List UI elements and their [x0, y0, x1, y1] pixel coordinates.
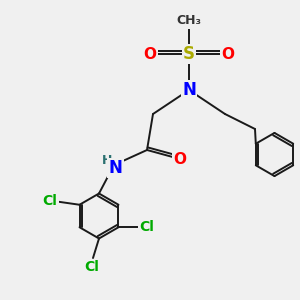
Text: S: S	[183, 45, 195, 63]
Text: Cl: Cl	[84, 260, 99, 274]
Text: Cl: Cl	[43, 194, 58, 208]
Text: Cl: Cl	[139, 220, 154, 234]
Text: N: N	[182, 81, 196, 99]
Text: O: O	[221, 46, 235, 62]
Text: O: O	[173, 152, 187, 166]
Text: N: N	[109, 159, 122, 177]
Text: CH₃: CH₃	[176, 14, 202, 28]
Text: O: O	[143, 46, 157, 62]
Text: H: H	[102, 154, 112, 167]
